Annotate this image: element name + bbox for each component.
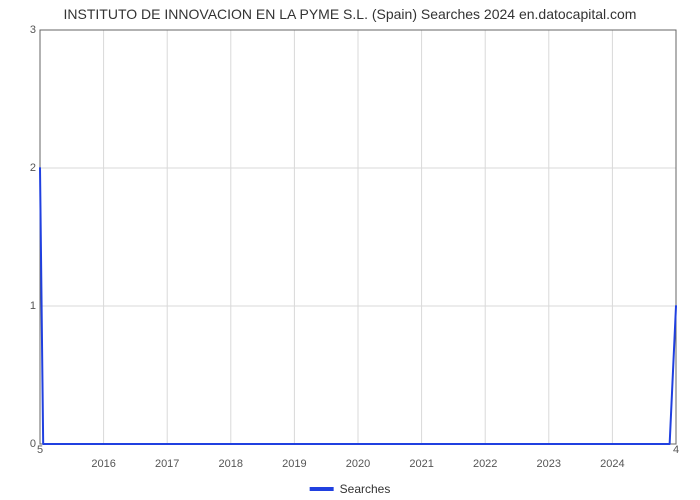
y-tick-label: 2 xyxy=(22,162,36,174)
legend-label: Searches xyxy=(340,482,391,496)
x-tick-label: 2017 xyxy=(155,458,179,470)
y-tick-label: 3 xyxy=(22,24,36,36)
chart-container: INSTITUTO DE INNOVACION EN LA PYME S.L. … xyxy=(0,0,700,500)
plot-svg xyxy=(40,30,676,444)
x-tick-label: 2018 xyxy=(219,458,243,470)
legend: Searches xyxy=(310,482,391,496)
x-tick-label: 2019 xyxy=(282,458,306,470)
x-tick-label: 2020 xyxy=(346,458,370,470)
x-tick-label: 2024 xyxy=(600,458,624,470)
x-tick-label: 2022 xyxy=(473,458,497,470)
endpoint-label-left: 5 xyxy=(37,444,43,456)
x-tick-label: 2016 xyxy=(91,458,115,470)
plot-area xyxy=(40,30,676,444)
x-tick-label: 2021 xyxy=(409,458,433,470)
endpoint-label-right: 4 xyxy=(673,444,679,456)
x-tick-label: 2023 xyxy=(537,458,561,470)
chart-title: INSTITUTO DE INNOVACION EN LA PYME S.L. … xyxy=(0,6,700,22)
y-tick-label: 0 xyxy=(22,438,36,450)
y-tick-label: 1 xyxy=(22,300,36,312)
legend-swatch xyxy=(310,487,334,491)
